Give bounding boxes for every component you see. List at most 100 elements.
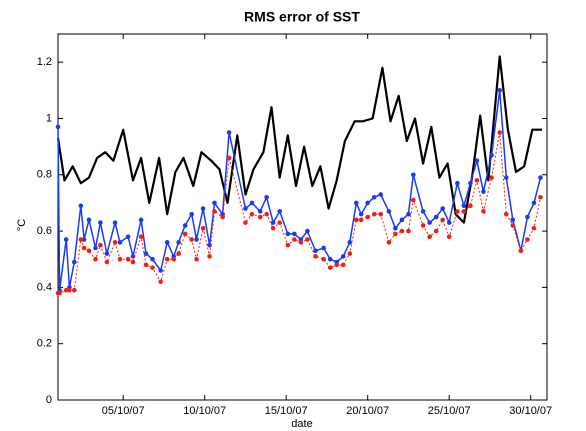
point	[440, 217, 445, 223]
point	[226, 130, 232, 135]
point	[292, 237, 297, 242]
point	[305, 228, 310, 234]
point	[386, 240, 392, 245]
point	[158, 279, 163, 285]
point	[81, 237, 87, 242]
point	[406, 211, 411, 217]
point	[531, 200, 537, 206]
point	[525, 237, 530, 242]
point	[446, 220, 452, 225]
point	[503, 175, 509, 180]
point	[138, 217, 144, 223]
x-axis-label: date	[291, 418, 312, 430]
point	[243, 220, 248, 225]
point	[503, 211, 509, 217]
point	[327, 265, 333, 270]
point	[510, 217, 516, 223]
point	[305, 237, 310, 242]
point	[461, 203, 467, 209]
point	[164, 240, 170, 245]
point	[200, 225, 206, 231]
point	[411, 197, 416, 203]
x-tick-label: 20/10/07	[346, 405, 389, 417]
series-line	[56, 55, 543, 224]
point	[249, 211, 255, 217]
y-tick-label: 1	[46, 112, 52, 124]
point	[130, 254, 136, 259]
point	[298, 240, 304, 245]
point	[117, 240, 123, 245]
point	[327, 256, 333, 262]
point	[353, 200, 359, 206]
point	[249, 200, 255, 206]
series-line	[58, 132, 541, 294]
point	[143, 262, 149, 268]
point	[164, 256, 170, 262]
x-tick-label: 25/10/07	[428, 405, 471, 417]
point	[270, 225, 276, 231]
point	[531, 225, 537, 231]
point	[200, 206, 206, 211]
point	[81, 245, 87, 251]
point	[386, 209, 392, 214]
point	[104, 259, 110, 265]
point	[321, 245, 326, 251]
point	[78, 203, 84, 209]
point	[104, 251, 110, 256]
point	[371, 194, 377, 200]
point	[446, 234, 452, 240]
point	[257, 214, 263, 220]
point	[481, 189, 486, 194]
point	[468, 180, 473, 186]
point	[138, 234, 144, 240]
point	[189, 211, 194, 217]
point	[353, 217, 359, 223]
y-tick-label: 0.6	[37, 225, 52, 237]
point	[313, 248, 318, 254]
point	[264, 211, 269, 217]
point	[538, 175, 543, 180]
point	[117, 256, 123, 262]
point	[125, 256, 131, 262]
point	[150, 265, 155, 270]
point	[194, 256, 199, 262]
point	[55, 124, 61, 130]
point	[347, 251, 353, 256]
point	[358, 217, 364, 223]
point	[277, 209, 282, 214]
point	[207, 254, 212, 259]
point	[334, 262, 340, 268]
point	[399, 228, 405, 234]
point	[264, 194, 269, 200]
x-tick-label: 05/10/07	[102, 405, 145, 417]
point	[340, 262, 346, 268]
point	[220, 214, 225, 220]
point	[171, 256, 177, 262]
point	[194, 237, 199, 242]
point	[285, 242, 291, 248]
point	[182, 231, 188, 237]
y-tick-label: 0.4	[37, 281, 52, 293]
point	[212, 209, 217, 214]
point	[243, 206, 248, 211]
point	[270, 220, 276, 225]
x-tick-label: 30/10/07	[509, 405, 552, 417]
point	[63, 237, 69, 242]
point	[112, 240, 118, 245]
point	[538, 194, 543, 200]
point	[285, 231, 291, 237]
point	[143, 251, 149, 256]
point	[427, 234, 432, 240]
point	[497, 88, 503, 93]
point	[150, 256, 155, 262]
point	[93, 245, 98, 251]
point	[57, 290, 62, 296]
point	[67, 287, 72, 293]
point	[86, 217, 92, 223]
point	[474, 178, 480, 183]
x-tick-label: 15/10/07	[265, 405, 308, 417]
point	[98, 242, 103, 248]
point	[72, 287, 77, 293]
point	[420, 223, 426, 228]
point	[378, 192, 384, 197]
